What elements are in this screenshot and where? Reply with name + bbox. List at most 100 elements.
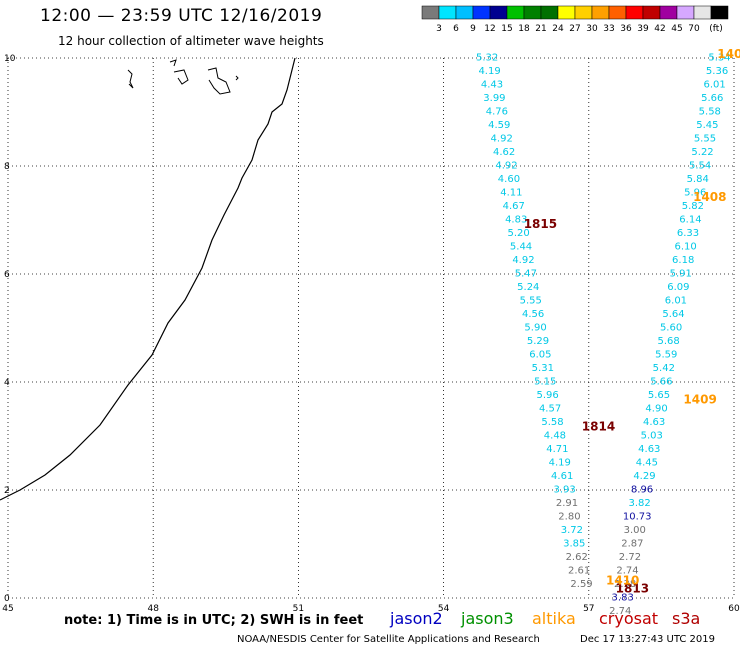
- colorbar-bin: [574, 5, 593, 20]
- wave-height-label: 4.63: [638, 444, 660, 455]
- wave-height-label: 2.61: [568, 566, 590, 577]
- wave-height-label: 6.09: [667, 282, 689, 293]
- wave-height-label: 4.83: [505, 215, 527, 226]
- wave-height-label: 5.58: [541, 417, 563, 428]
- wave-height-label: 4.60: [498, 174, 520, 185]
- colorbar-bin: [608, 5, 627, 20]
- legend-jason3: jason3: [461, 609, 514, 628]
- wave-height-label: 5.66: [650, 377, 672, 388]
- wave-height-label: 4.43: [481, 80, 503, 91]
- page-title: 12:00 — 23:59 UTC 12/16/2019: [40, 6, 323, 26]
- island-outline: [207, 67, 231, 95]
- y-tick-label: 2: [4, 486, 10, 496]
- wave-height-label: 4.61: [551, 471, 573, 482]
- wave-height-label: 8.96: [631, 485, 653, 496]
- track-time-label: 1813: [616, 582, 649, 596]
- wave-height-label: 2.74: [609, 606, 631, 617]
- wave-height-label: 5.24: [517, 282, 539, 293]
- wave-height-label: 5.96: [684, 188, 706, 199]
- wave-height-label: 5.55: [520, 296, 542, 307]
- colorbar-bin: [710, 5, 729, 20]
- colorbar-bin: [540, 5, 559, 20]
- colorbar-tick-label: 9: [470, 24, 476, 34]
- wave-height-label: 2.62: [566, 552, 588, 563]
- colorbar-bin: [523, 5, 542, 20]
- y-tick-label: 4: [4, 378, 10, 388]
- wave-height-label: 2.87: [621, 539, 643, 550]
- wave-height-label: 4.71: [546, 444, 568, 455]
- wave-height-label: 3.85: [563, 539, 585, 550]
- wave-height-label: 5.90: [524, 323, 546, 334]
- x-tick-label: 54: [438, 604, 450, 614]
- wave-height-label: 6.33: [677, 228, 699, 239]
- wave-height-label: 3.99: [483, 93, 505, 104]
- colorbar-tick-label: 3: [436, 24, 442, 34]
- colorbar-tick-label: 70: [688, 24, 700, 34]
- wave-height-label: 4.92: [495, 161, 517, 172]
- colorbar-bin: [676, 5, 695, 20]
- legend-cryosat: cryosat: [599, 609, 659, 628]
- x-tick-label: 57: [583, 604, 594, 614]
- wave-height-label: 5.20: [507, 228, 529, 239]
- wave-height-label: 4.56: [522, 309, 544, 320]
- wave-height-points: 5.32 4.19 4.43 3.99 4.76 4.59 4.92 4.62 4.92 4.60…: [476, 53, 731, 618]
- wave-height-label: 5.96: [537, 390, 559, 401]
- x-tick-label: 48: [147, 604, 159, 614]
- wave-height-label: 5.64: [662, 309, 684, 320]
- wave-height-label: 5.45: [696, 120, 718, 131]
- wave-height-label: 4.29: [633, 471, 655, 482]
- wave-height-label: 5.55: [694, 134, 716, 145]
- colorbar-unit: (ft): [709, 24, 723, 34]
- colorbar-bin: [557, 5, 576, 20]
- x-tick-label: 51: [293, 604, 304, 614]
- colorbar-tick-label: 18: [518, 24, 530, 34]
- wave-height-label: 4.45: [636, 458, 658, 469]
- wave-height-label: 4.19: [478, 66, 500, 77]
- colorbar-bin: [625, 5, 644, 20]
- wave-height-label: 10.73: [623, 512, 652, 523]
- legend-jason2: jason2: [390, 609, 443, 628]
- wave-height-label: 4.62: [493, 147, 515, 158]
- wave-height-label: 5.59: [655, 350, 677, 361]
- colorbar-tick-label: 12: [484, 24, 495, 34]
- wave-height-label: 3.82: [628, 498, 650, 509]
- wave-height-label: 6.14: [679, 215, 701, 226]
- track-time-label: 1815: [524, 217, 557, 231]
- colorbar-bin: [472, 5, 491, 20]
- wave-height-label: 5.34: [708, 53, 730, 64]
- wave-height-label: 2.72: [619, 552, 641, 563]
- wave-height-label: 4.92: [491, 134, 513, 145]
- wave-height-label: 5.84: [687, 174, 709, 185]
- island-outline: [127, 69, 134, 89]
- wave-height-label: 2.91: [556, 498, 578, 509]
- wave-height-label: 4.90: [645, 404, 667, 415]
- axis-ticks: 45 48 51 54 57 60 0 2 4 6 8 10: [2, 54, 740, 614]
- footer-timestamp: Dec 17 13:27:43 UTC 2019: [580, 634, 715, 645]
- wave-height-label: 4.67: [503, 201, 525, 212]
- wave-height-label: 3.72: [561, 525, 583, 536]
- legend-note: note: 1) Time is in UTC; 2) SWH is in fe…: [64, 613, 364, 628]
- coastline-path: [0, 57, 296, 501]
- colorbar-bin: [455, 5, 474, 20]
- track-labels: 1815 1814 1813 1407 1408 1409 1410: [524, 47, 740, 596]
- wave-height-label: 6.10: [674, 242, 696, 253]
- colorbar-bin: [659, 5, 678, 20]
- wave-height-label: 5.03: [641, 431, 663, 442]
- wave-height-label: 5.91: [670, 269, 692, 280]
- page-subtitle: 12 hour collection of altimeter wave hei…: [58, 34, 324, 48]
- colorbar-tick-label: 39: [637, 24, 649, 34]
- wave-height-label: 5.66: [701, 93, 723, 104]
- wave-height-label: 5.31: [532, 363, 554, 374]
- track-time-label: 1814: [582, 420, 615, 434]
- colorbar-tick-label: 6: [453, 24, 459, 34]
- wave-height-label: 2.59: [570, 579, 592, 590]
- wave-height-label: 2.74: [616, 566, 638, 577]
- x-tick-label: 45: [2, 604, 13, 614]
- wave-height-label: 5.47: [515, 269, 537, 280]
- wave-height-label: 3.83: [612, 593, 634, 604]
- wave-height-label: 5.65: [648, 390, 670, 401]
- coastline: [0, 57, 296, 501]
- track-time-label: 1409: [683, 393, 716, 407]
- track-time-label: 1410: [606, 574, 639, 588]
